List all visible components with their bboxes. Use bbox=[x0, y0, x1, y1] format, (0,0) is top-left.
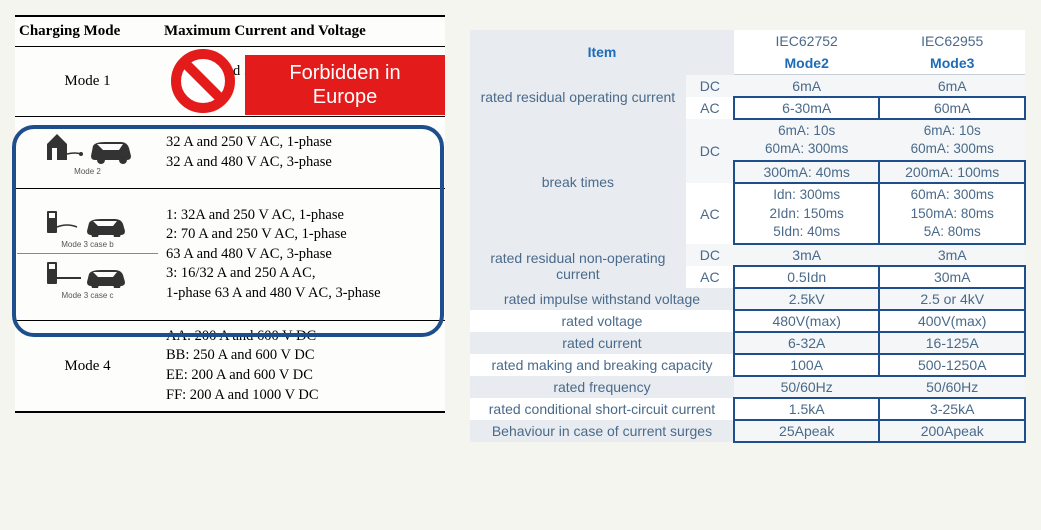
header-max-current-voltage: Maximum Current and Voltage bbox=[160, 17, 445, 46]
row-break-times-dc-1: break times DC 6mA: 10s60mA: 300ms 6mA: … bbox=[470, 119, 1025, 161]
row-frequency: rated frequency 50/60Hz 50/60Hz bbox=[470, 376, 1025, 398]
mode-4-label: Mode 4 bbox=[15, 354, 160, 379]
mode-3-icons: Mode 3 case b Mode 3 case c bbox=[15, 205, 160, 304]
header-iec62752: IEC62752 bbox=[734, 30, 880, 52]
forbidden-label: Forbidden in Europe bbox=[245, 55, 445, 115]
mode-3-row: Mode 3 case b Mode 3 case c 1: 32A and 2… bbox=[15, 189, 445, 321]
charging-mode-table: Charging Mode Maximum Current and Voltag… bbox=[15, 15, 445, 413]
station-car-icon-b bbox=[43, 209, 133, 237]
header-iec62955: IEC62955 bbox=[879, 30, 1025, 52]
header-item: Item bbox=[470, 30, 734, 75]
row-rated-current: rated current 6-32A 16-125A bbox=[470, 332, 1025, 354]
mode-2-values: 32 A and 250 V AC, 1-phase 32 A and 480 … bbox=[160, 129, 445, 176]
house-car-icon bbox=[43, 130, 133, 164]
mode-3-values: 1: 32A and 250 V AC, 1-phase 2: 70 A and… bbox=[160, 202, 445, 308]
mode-2-icon: Mode 2 bbox=[15, 126, 160, 180]
row-making-breaking: rated making and breaking capacity 100A … bbox=[470, 354, 1025, 376]
left-table-header: Charging Mode Maximum Current and Voltag… bbox=[15, 15, 445, 47]
header-charging-mode: Charging Mode bbox=[15, 17, 160, 46]
row-impulse-voltage: rated impulse withstand voltage 2.5kV 2.… bbox=[470, 288, 1025, 310]
mode-1-row: Mode 1 A and . A a. Forbidden in Europe bbox=[15, 47, 445, 117]
row-rated-residual-operating-dc: rated residual operating current DC 6mA … bbox=[470, 75, 1025, 98]
table-header-standards: Item IEC62752 IEC62955 bbox=[470, 30, 1025, 52]
mode-4-values: AA: 200 A and 600 V DC BB: 250 A and 600… bbox=[160, 323, 445, 409]
header-mode3: Mode3 bbox=[879, 52, 1025, 75]
mode-1-label: Mode 1 bbox=[15, 69, 160, 94]
row-rated-residual-nonop-dc: rated residual non-operating current DC … bbox=[470, 244, 1025, 266]
row-current-surges: Behaviour in case of current surges 25Ap… bbox=[470, 420, 1025, 442]
prohibited-icon bbox=[171, 49, 235, 118]
mode-2-row: Mode 2 32 A and 250 V AC, 1-phase 32 A a… bbox=[15, 117, 445, 189]
header-mode2: Mode2 bbox=[734, 52, 880, 75]
iec-comparison-table: Item IEC62752 IEC62955 Mode2 Mode3 rated… bbox=[470, 30, 1025, 442]
row-short-circuit: rated conditional short-circuit current … bbox=[470, 398, 1025, 420]
mode-4-row: Mode 4 AA: 200 A and 600 V DC BB: 250 A … bbox=[15, 321, 445, 413]
row-rated-voltage: rated voltage 480V(max) 400V(max) bbox=[470, 310, 1025, 332]
station-car-icon-c bbox=[43, 260, 133, 288]
